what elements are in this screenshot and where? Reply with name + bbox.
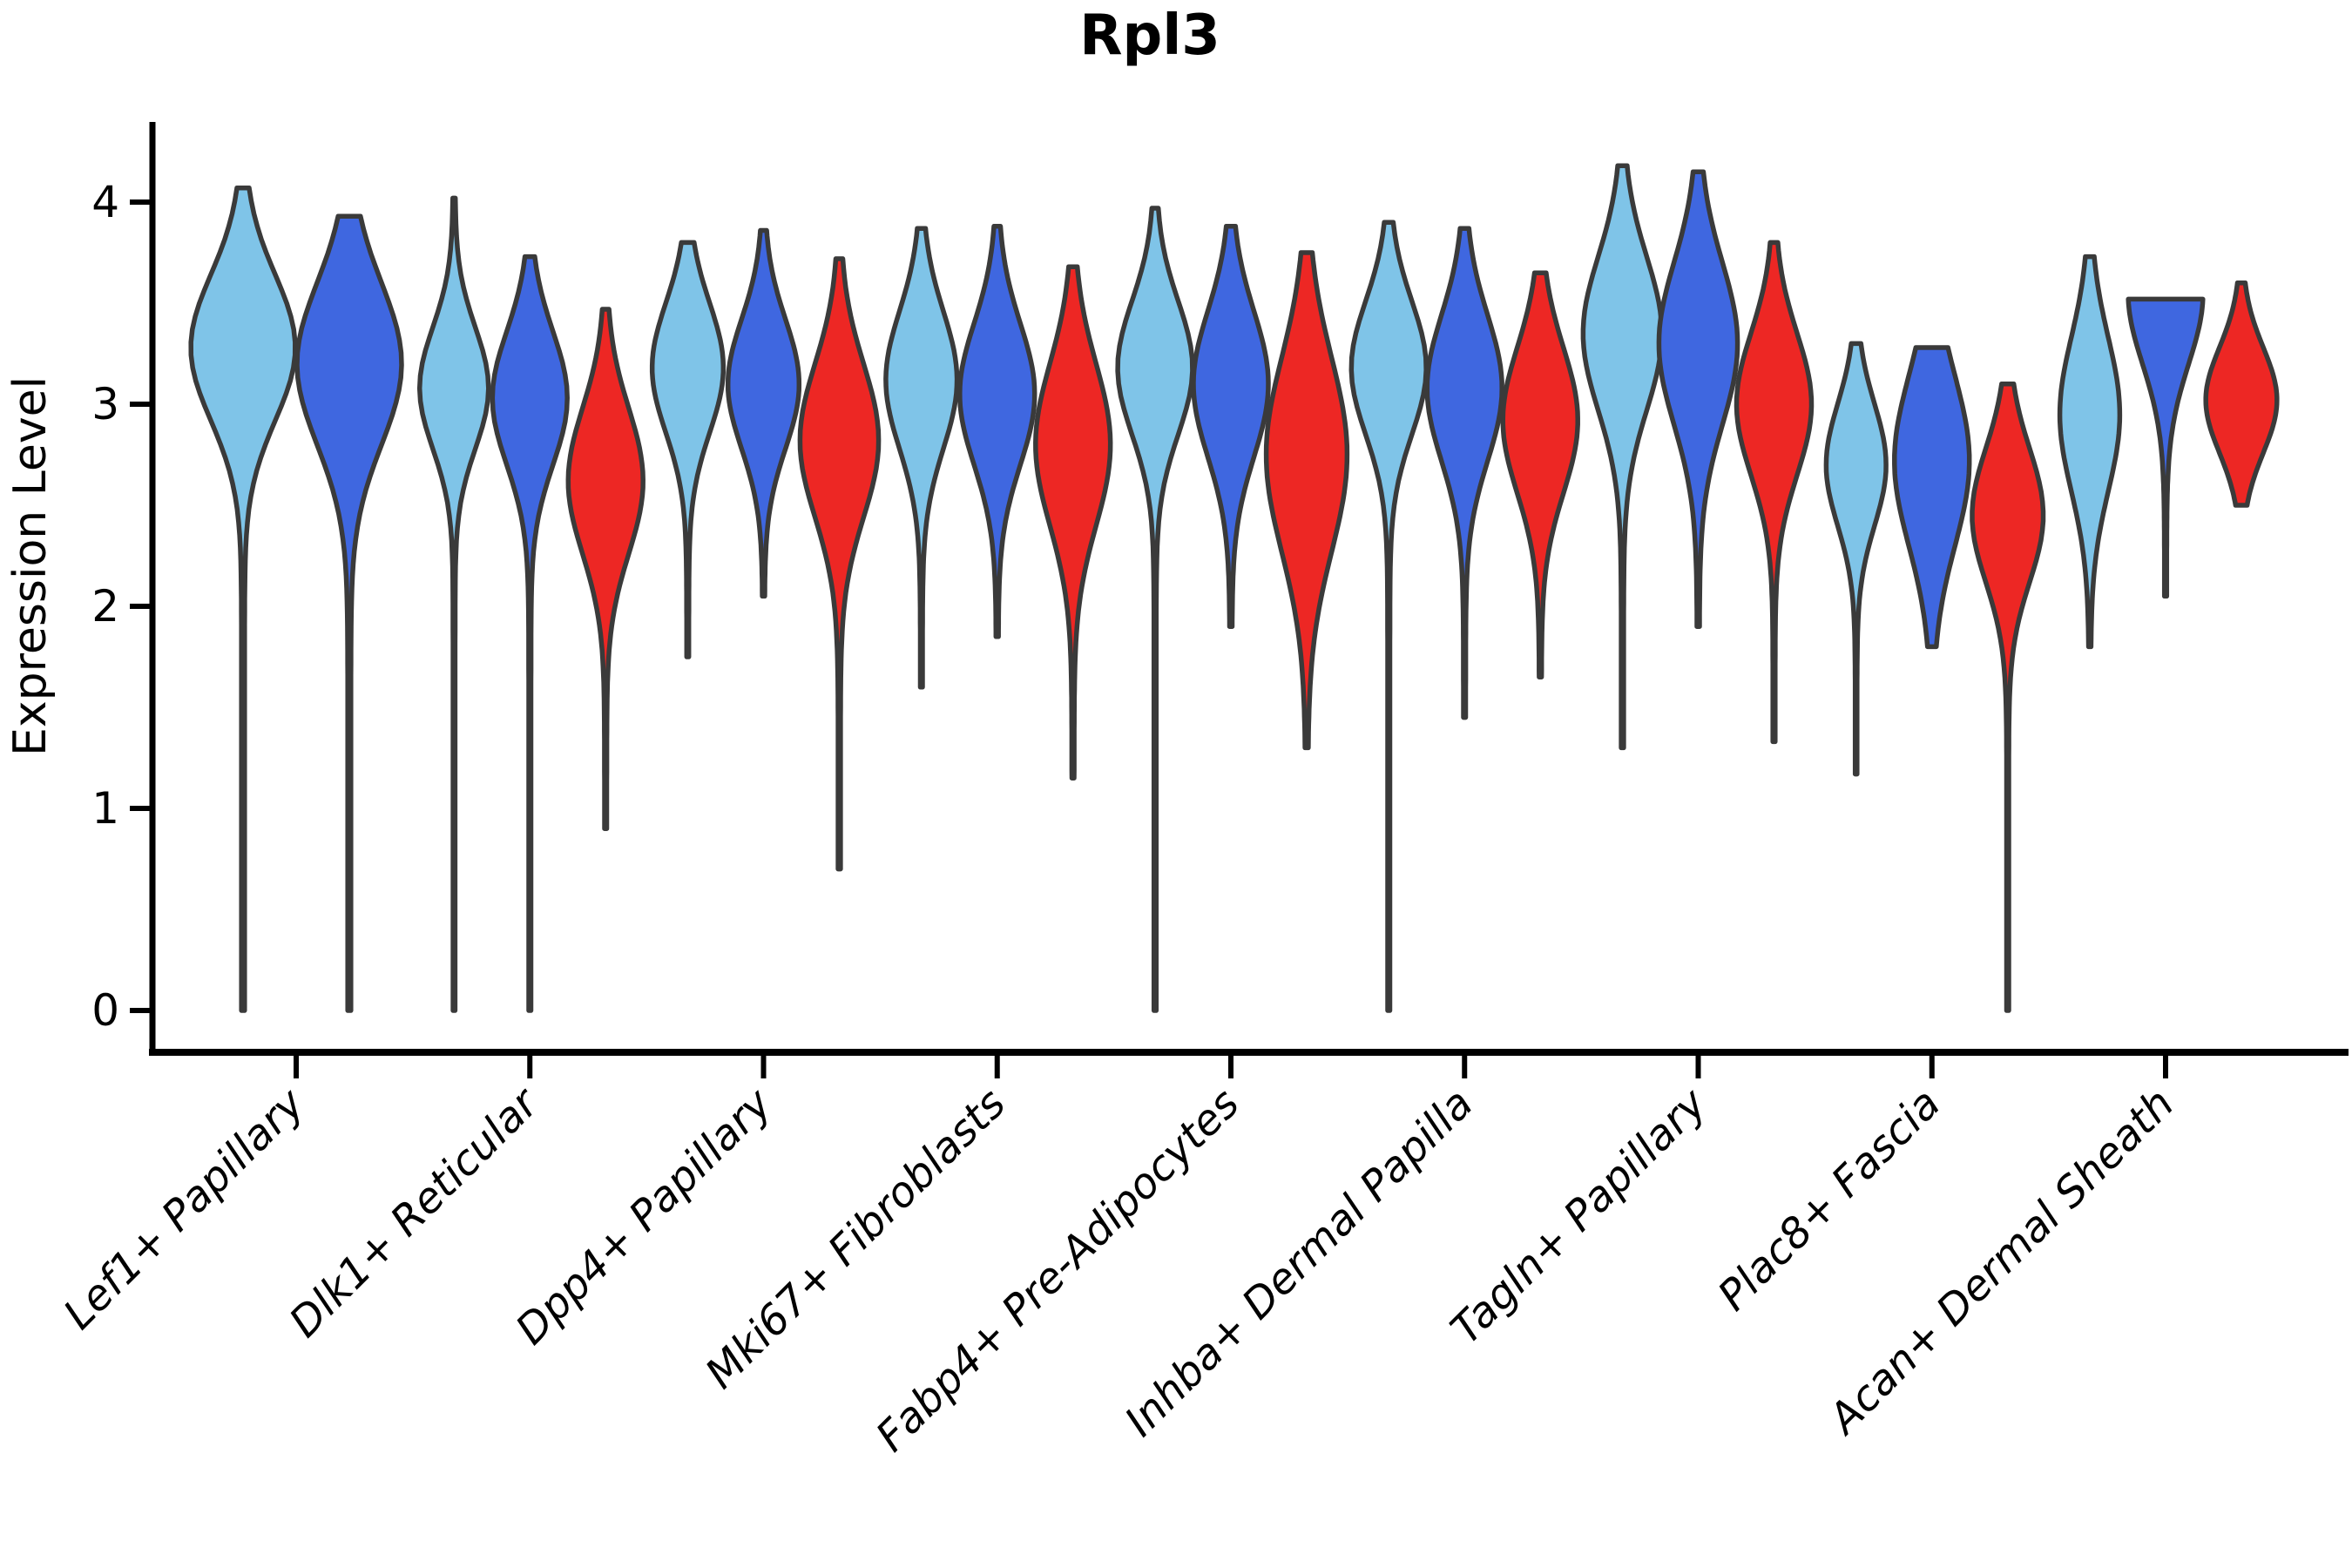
violin-inhba-dermal-papilla-royal-blue [1424,226,1504,720]
violin-acan-dermal-sheath-sky-blue [2057,253,2123,650]
y-tick-label: 0 [91,985,119,1036]
violin-tagln-papillary-sky-blue [1580,163,1665,751]
violin-fabp4-pre-adipocytes-royal-blue [1191,224,1271,629]
violin-plac8-fascia-royal-blue [1892,345,1972,650]
violin-acan-dermal-sheath-red [2203,280,2280,508]
x-tick-label: Plac8+ Fascia [1709,1079,1950,1321]
y-tick-label: 2 [91,581,119,632]
y-tick-label: 1 [91,783,119,834]
violin-plac8-fascia-sky-blue [1823,341,1889,777]
violin-dlk1-reticular-royal-blue [490,253,570,1013]
y-tick-label: 3 [91,379,119,429]
violin-dlk1-reticular-sky-blue [416,195,491,1013]
violin-fabp4-pre-adipocytes-sky-blue [1115,206,1195,1013]
chart-title: Rpl3 [1079,3,1220,68]
violin-mki67-fibroblasts-sky-blue [883,226,960,690]
x-tick-label: Dlk1+ Reticular [280,1078,551,1348]
violin-inhba-dermal-papilla-sky-blue [1348,220,1429,1013]
violin-dlk1-reticular-red [565,307,645,831]
y-axis-label: Expression Level [4,376,57,756]
x-tick-label: Tagln+ Papillary [1442,1078,1717,1354]
violin-tagln-papillary-red [1734,240,1815,745]
violin-dpp4-papillary-royal-blue [725,227,802,599]
y-tick-label: 4 [91,177,119,227]
violin-plac8-fascia-red [1970,382,2046,1013]
violins-layer [188,163,2280,1013]
violin-acan-dermal-sheath-royal-blue [2126,296,2206,599]
violin-dpp4-papillary-red [797,256,882,872]
violin-dpp4-papillary-sky-blue [649,240,727,659]
violin-mki67-fibroblasts-royal-blue [957,224,1037,639]
violin-lef1-papillary-royal-blue [294,213,404,1013]
x-tick-label: Dpp4+ Papillary [506,1078,781,1354]
violin-mki67-fibroblasts-red [1033,264,1113,781]
x-tick-label: Lef1+ Papillary [54,1078,314,1339]
violin-lef1-papillary-sky-blue [188,186,298,1013]
violin-inhba-dermal-papilla-red [1500,270,1580,679]
axes-layer [130,122,2349,1078]
violin-fabp4-pre-adipocytes-red [1263,250,1350,751]
violin-tagln-papillary-royal-blue [1656,169,1740,629]
